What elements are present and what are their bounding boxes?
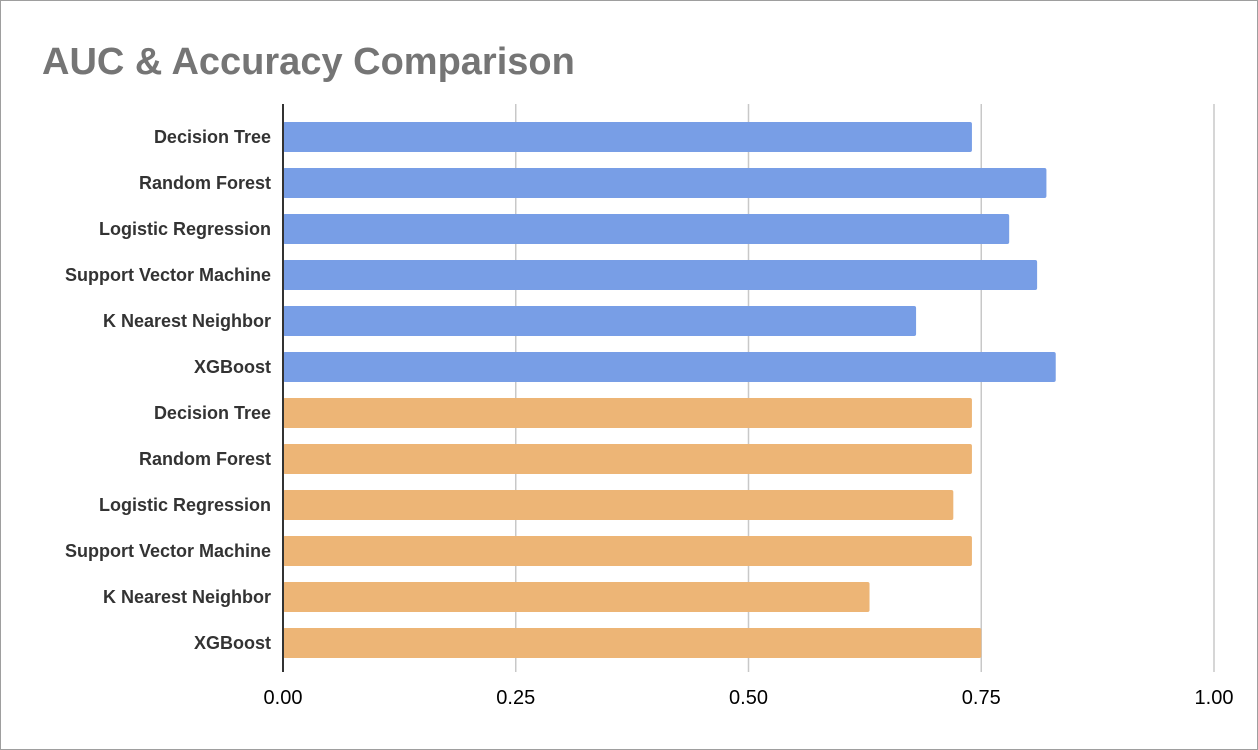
- category-label: Decision Tree: [154, 127, 271, 147]
- category-label: XGBoost: [194, 357, 271, 377]
- bar: [283, 168, 1047, 198]
- category-label: Logistic Regression: [99, 495, 271, 515]
- bar: [283, 582, 870, 612]
- category-labels: Decision Tree Random Forest Logistic Regre…: [65, 127, 271, 653]
- x-tick-label: 0.50: [729, 687, 768, 709]
- category-label: K Nearest Neighbor: [103, 587, 271, 607]
- grid-lines: [515, 104, 1215, 672]
- bar: [283, 444, 972, 474]
- category-label: Random Forest: [139, 449, 271, 469]
- bar: [283, 352, 1056, 382]
- category-label: Decision Tree: [154, 403, 271, 423]
- category-label: Support Vector Machine: [65, 265, 271, 285]
- x-tick-label: 0.00: [264, 687, 303, 709]
- category-label: XGBoost: [194, 633, 271, 653]
- bar: [283, 628, 982, 658]
- x-tick-label: 0.25: [496, 687, 535, 709]
- category-label: K Nearest Neighbor: [103, 311, 271, 331]
- bar: [283, 214, 1010, 244]
- bar: [283, 122, 972, 152]
- x-tick-labels: 0.00 0.25 0.50 0.75 1.00: [264, 687, 1234, 709]
- bar: [283, 260, 1038, 290]
- x-tick-label: 0.75: [962, 687, 1001, 709]
- category-label: Random Forest: [139, 173, 271, 193]
- bar: [283, 398, 972, 428]
- category-label: Logistic Regression: [99, 219, 271, 239]
- bar: [283, 536, 972, 566]
- bar: [283, 490, 954, 520]
- category-label: Support Vector Machine: [65, 541, 271, 561]
- bars: [283, 122, 1056, 658]
- x-tick-label: 1.00: [1195, 687, 1234, 709]
- bar: [283, 306, 917, 336]
- chart-title: AUC & Accuracy Comparison: [42, 41, 575, 83]
